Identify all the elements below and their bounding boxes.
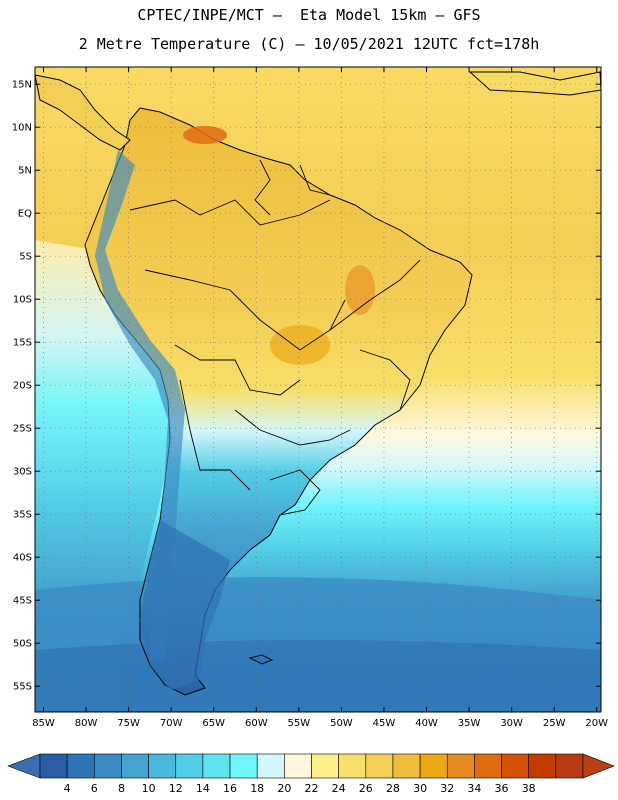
latitude-label: 10S xyxy=(13,295,32,306)
colorbar-label: 12 xyxy=(168,782,183,795)
colorbar-swatch xyxy=(175,753,204,779)
colorbar-swatch xyxy=(284,753,312,779)
colorbar-high-arrow xyxy=(582,753,615,779)
latitude-label: 5N xyxy=(18,166,32,177)
latitude-label: 15N xyxy=(12,80,32,91)
colorbar-label: 6 xyxy=(90,782,98,795)
latitude-label: 25S xyxy=(13,424,32,435)
longitude-label: 40W xyxy=(415,718,438,729)
colorbar-label: 32 xyxy=(440,782,455,795)
colorbar-label: 22 xyxy=(304,782,319,795)
colorbar-swatch xyxy=(121,753,149,779)
colorbar-swatch xyxy=(202,753,231,779)
colorbar-label: 36 xyxy=(494,782,509,795)
colorbar-label: 20 xyxy=(277,782,292,795)
colorbar-swatch xyxy=(474,753,502,779)
colorbar-label: 14 xyxy=(195,782,210,795)
longitude-label: 35W xyxy=(458,718,481,729)
map-subtitle: 2 Metre Temperature (C) – 10/05/2021 12U… xyxy=(78,35,540,53)
latitude-label: 55S xyxy=(13,682,32,693)
latitude-label: 50S xyxy=(13,639,32,650)
longitude-label: 45W xyxy=(373,718,396,729)
colorbar-swatch xyxy=(148,753,177,779)
colorbar-swatch xyxy=(338,753,367,779)
southern-ocean-colder-zone xyxy=(35,640,601,712)
central-america xyxy=(35,74,131,151)
colorbar-low-arrow xyxy=(7,753,41,779)
colorbar-label: 38 xyxy=(521,782,536,795)
colorbar-swatch xyxy=(311,753,339,779)
longitude-label: 50W xyxy=(330,718,353,729)
latitude-axis: 15N 10N 5N EQ 5S 10S 15S 20S 25S 30S 35S 40S 45S 50S 5… xyxy=(12,80,601,693)
colorbar-swatch xyxy=(528,753,557,779)
longitude-label: 20W xyxy=(585,718,608,729)
hot-spot-venezuela xyxy=(183,126,227,144)
colorbar-label: 28 xyxy=(385,782,400,795)
latitude-label: 30S xyxy=(13,467,32,478)
colorbar-label: 24 xyxy=(331,782,346,795)
country-borders xyxy=(129,159,421,516)
latitude-label: 15S xyxy=(13,338,32,349)
map-frame xyxy=(34,66,602,713)
hot-spot-tocantins xyxy=(345,265,375,315)
longitude-label: 80W xyxy=(75,718,98,729)
latitude-label: 10N xyxy=(12,123,32,134)
colorbar-swatch xyxy=(365,753,394,779)
latitude-label: 5S xyxy=(19,252,32,263)
colorbar-swatch xyxy=(501,753,529,779)
colorbar-label: 8 xyxy=(117,782,125,795)
latitude-label: 40S xyxy=(13,553,32,564)
latitude-label: 20S xyxy=(13,381,32,392)
longitude-label: 60W xyxy=(245,718,268,729)
latitude-label: EQ xyxy=(18,209,32,220)
colorbar-swatch xyxy=(419,753,448,779)
latitude-label: 45S xyxy=(13,596,32,607)
colorbar-label: 4 xyxy=(63,782,71,795)
colorbar-swatch xyxy=(555,753,584,779)
colorbar-label: 26 xyxy=(358,782,373,795)
longitude-axis: 85W 80W 75W 70W 65W 60W 55W 50W 45W 40W 35W 30W 25W 2… xyxy=(32,67,608,729)
colorbar-swatch xyxy=(229,753,258,779)
longitude-label: 30W xyxy=(500,718,523,729)
caribbean-islands xyxy=(468,71,601,96)
colorbar-label: 10 xyxy=(141,782,156,795)
longitude-label: 55W xyxy=(288,718,311,729)
colorbar-swatch xyxy=(39,753,68,779)
colorbar-swatch xyxy=(94,753,122,779)
longitude-label: 25W xyxy=(543,718,566,729)
colorbar-swatch xyxy=(392,753,421,779)
longitude-label: 85W xyxy=(32,718,55,729)
longitude-label: 75W xyxy=(117,718,140,729)
falkland-islands xyxy=(248,654,274,665)
colorbar-swatch xyxy=(66,753,95,779)
patagonia-cold-region xyxy=(140,520,230,690)
colorbar-label: 16 xyxy=(223,782,238,795)
colorbar-label: 30 xyxy=(413,782,428,795)
colorbar xyxy=(7,753,615,779)
map-title: CPTEC/INPE/MCT – Eta Model 15km – GFS xyxy=(137,6,481,24)
colorbar-swatch xyxy=(446,753,475,779)
longitude-label: 70W xyxy=(160,718,183,729)
colorbar-label: 18 xyxy=(250,782,265,795)
latitude-label: 35S xyxy=(13,510,32,521)
longitude-label: 65W xyxy=(202,718,225,729)
colorbar-label: 34 xyxy=(467,782,482,795)
hot-spot-mato-grosso xyxy=(270,325,330,365)
colorbar-swatch xyxy=(256,753,285,779)
